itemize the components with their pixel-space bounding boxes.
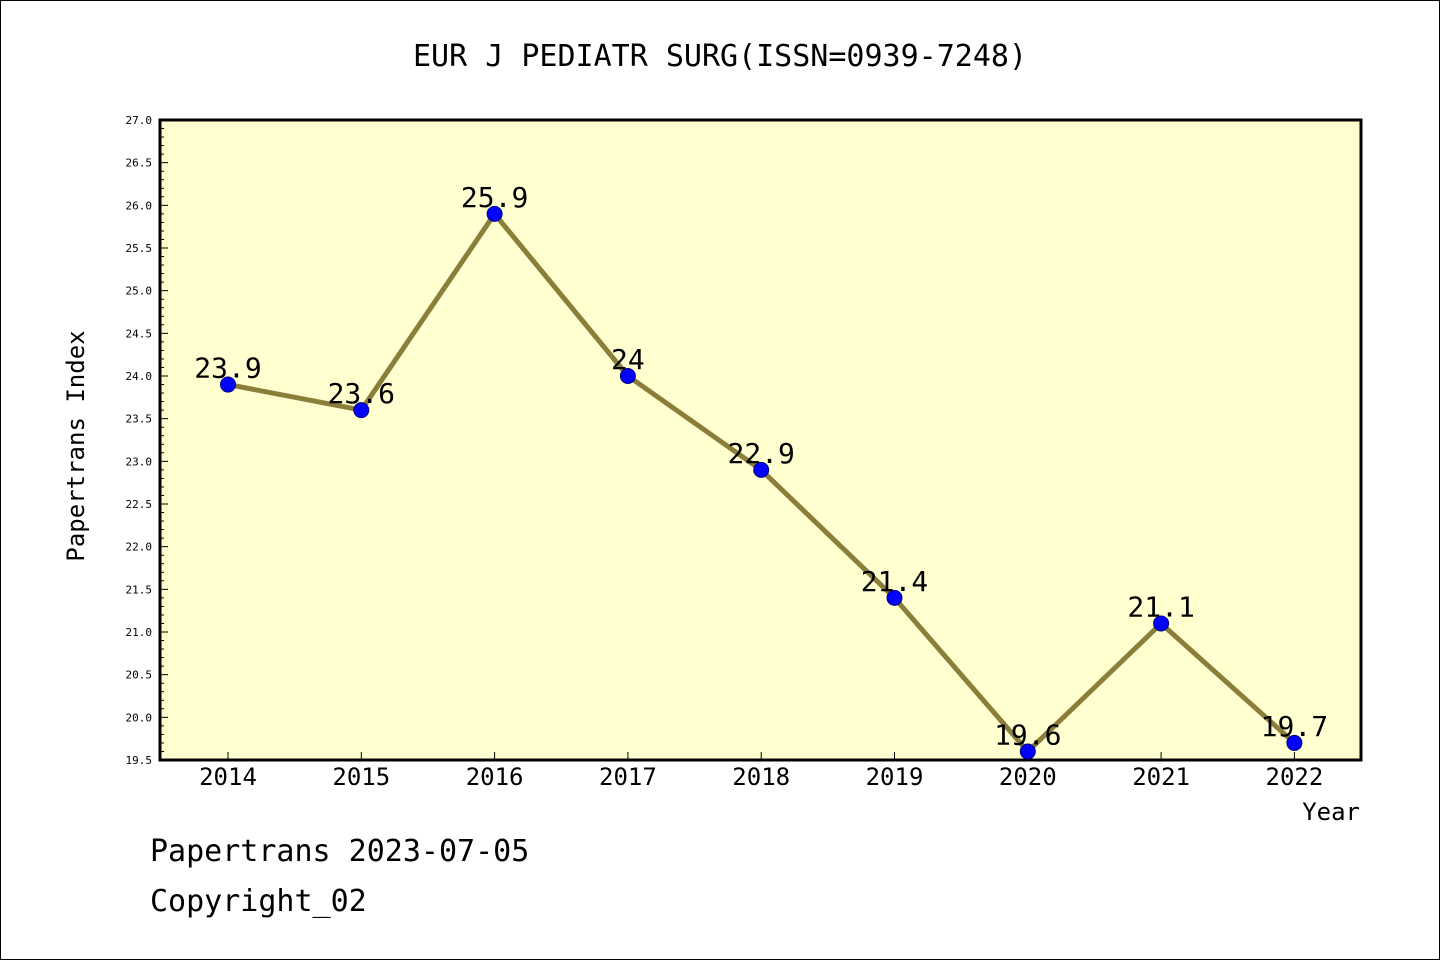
data-point [353,402,370,419]
data-label: 23.9 [194,352,261,385]
chart-title: EUR J PEDIATR SURG(ISSN=0939-7248) [413,39,1027,74]
x-tick-label: 2019 [866,763,924,791]
x-tick-label: 2020 [999,763,1057,791]
data-point [1286,734,1303,751]
series-markers [220,205,1303,760]
x-tick-label: 2021 [1132,763,1190,791]
y-tick-label: 21.0 [126,626,153,639]
y-tick-label: 24.0 [126,370,153,383]
y-tick-label: 20.5 [126,669,153,682]
y-axis-label: Papertrans Index [62,330,90,561]
data-label: 21.4 [861,565,928,598]
x-axis-label: Year [1302,798,1360,826]
y-tick-label: 26.5 [126,157,153,170]
x-tick-label: 2017 [599,763,657,791]
plot-area [158,118,1363,762]
data-point [886,589,903,606]
data-label: 23.6 [328,377,395,410]
y-tick-label: 20.0 [126,711,153,724]
x-tick-label: 2018 [732,763,790,791]
y-tick-label: 23.0 [126,455,153,468]
y-tick-label: 21.5 [126,583,153,596]
y-tick-label: 22.5 [126,498,153,511]
data-point [1153,615,1170,632]
data-label: 25.9 [461,181,528,214]
y-tick-label: 22.0 [126,541,153,554]
y-tick-label: 25.0 [126,285,153,298]
data-labels: 23.9 23.6 25.9 24 22.9 21.4 19.6 21.1 19.7 [194,181,1328,752]
y-tick-label: 27.0 [126,114,153,127]
data-label: 19.7 [1261,710,1328,743]
data-point [220,376,236,393]
data-point [486,205,503,222]
y-tick-label: 26.0 [126,199,153,212]
data-label: 19.6 [994,718,1061,751]
y-tick-label: 24.5 [126,327,153,340]
x-tick-label: 2015 [332,763,390,791]
data-label: 22.9 [727,437,794,470]
x-tick-label: 2014 [199,763,257,791]
data-point [619,368,636,384]
footer-source: Papertrans 2023-07-05 [150,834,530,869]
x-axis: 2014 2015 2016 2017 2018 2019 2020 2021 2022 [199,752,1323,791]
x-tick-label: 2016 [466,763,524,791]
data-label: 24 [611,343,645,376]
y-tick-label: 25.5 [126,242,153,255]
data-label: 21.1 [1127,590,1194,623]
y-axis: 19.5 20.0 20.5 21.0 21.5 22.0 22.5 23.0 23.5 24.0… [126,114,168,767]
x-tick-label: 2022 [1266,763,1324,791]
y-tick-label: 23.5 [126,413,153,426]
footer-copyright: Copyright_02 [150,884,367,919]
data-point [1019,743,1036,760]
y-tick-label: 19.5 [126,754,153,767]
data-point [753,461,770,478]
